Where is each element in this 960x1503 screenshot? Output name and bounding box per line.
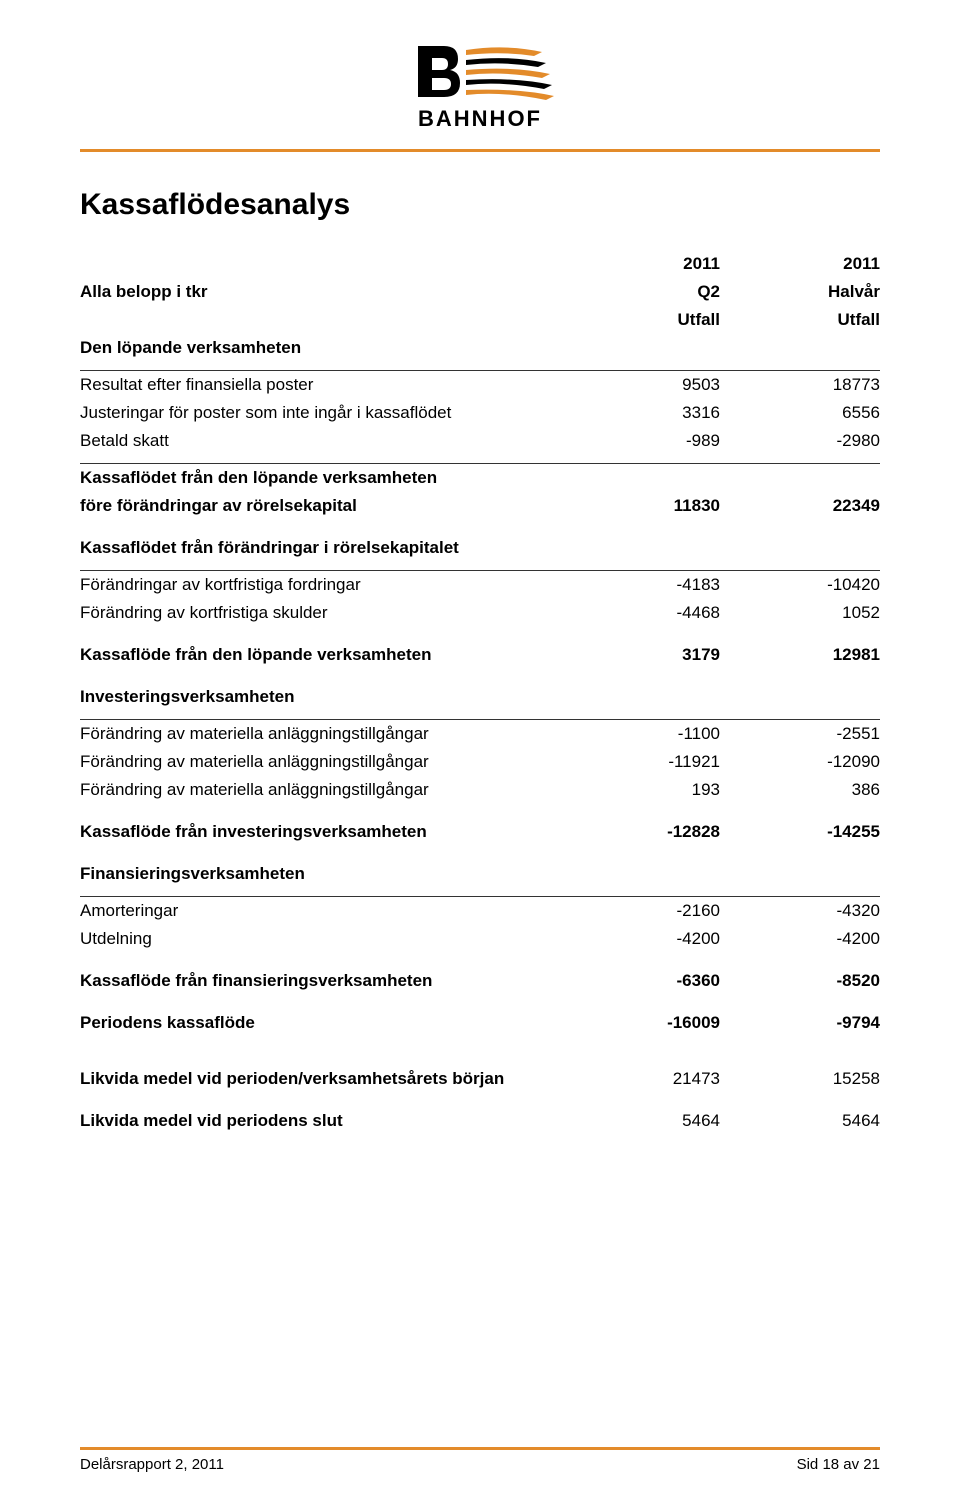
table-row: Kassaflöde från den löpande verksamheten… bbox=[80, 641, 880, 669]
row-value: 6556 bbox=[760, 399, 880, 427]
section-total-value: -6360 bbox=[600, 967, 720, 995]
period-label: Periodens kassaflöde bbox=[80, 1009, 600, 1037]
table-row: Utdelning -4200 -4200 bbox=[80, 925, 880, 953]
row-label: Förändring av kortfristiga skulder bbox=[80, 599, 600, 627]
section-total-value: -12828 bbox=[600, 818, 720, 846]
col1-period: Q2 bbox=[600, 278, 720, 306]
page-footer: Delårsrapport 2, 2011 Sid 18 av 21 bbox=[80, 1447, 880, 1473]
table-row: Kassaflöde från finansieringsverksamhete… bbox=[80, 967, 880, 995]
section-total-label: Kassaflöde från den löpande verksamheten bbox=[80, 641, 600, 669]
row-value: -4320 bbox=[760, 897, 880, 926]
table-row: Likvida medel vid periodens slut 5464 54… bbox=[80, 1107, 880, 1135]
table-row: Kassaflöde från investeringsverksamheten… bbox=[80, 818, 880, 846]
row-value: -10420 bbox=[760, 571, 880, 600]
row-label: Utdelning bbox=[80, 925, 600, 953]
liquid-start-value: 15258 bbox=[760, 1065, 880, 1093]
table-row: Kassaflödet från den löpande verksamhete… bbox=[80, 464, 880, 493]
row-label: Förändring av materiella anläggningstill… bbox=[80, 720, 600, 749]
row-label: Betald skatt bbox=[80, 427, 600, 455]
row-value: -2551 bbox=[760, 720, 880, 749]
table-row: Förändring av materiella anläggningstill… bbox=[80, 776, 880, 804]
table-row: Förändring av materiella anläggningstill… bbox=[80, 720, 880, 749]
col2-period: Halvår bbox=[760, 278, 880, 306]
section-total-value: 12981 bbox=[760, 641, 880, 669]
page-title: Kassaflödesanalys bbox=[80, 188, 880, 222]
logo-text: BAHNHOF bbox=[418, 106, 542, 131]
period-value: -16009 bbox=[600, 1009, 720, 1037]
liquid-start-label: Likvida medel vid perioden/verksamhetsår… bbox=[80, 1065, 600, 1093]
row-value: -2160 bbox=[600, 897, 720, 926]
table-row: Likvida medel vid perioden/verksamhetsår… bbox=[80, 1065, 880, 1093]
row-label: Amorteringar bbox=[80, 897, 600, 926]
section-total-value: -8520 bbox=[760, 967, 880, 995]
section-heading: Kassaflödet från förändringar i rörelsek… bbox=[80, 534, 600, 562]
section-total-label: Kassaflöde från investeringsverksamheten bbox=[80, 818, 600, 846]
footer-rule bbox=[80, 1447, 880, 1450]
table-row: Amorteringar -2160 -4320 bbox=[80, 897, 880, 926]
row-value: -4468 bbox=[600, 599, 720, 627]
row-label: Förändring av materiella anläggningstill… bbox=[80, 776, 600, 804]
footer-right: Sid 18 av 21 bbox=[797, 1456, 880, 1473]
header-rule bbox=[80, 149, 880, 152]
col2-utfall: Utfall bbox=[760, 306, 880, 334]
table-row: Förändring av kortfristiga skulder -4468… bbox=[80, 599, 880, 627]
table-row: Resultat efter finansiella poster 9503 1… bbox=[80, 371, 880, 400]
subtotal-label-b: före förändringar av rörelsekapital bbox=[80, 492, 600, 520]
row-value: 386 bbox=[760, 776, 880, 804]
subtotal-label-a: Kassaflödet från den löpande verksamhete… bbox=[80, 464, 600, 493]
row-value: 193 bbox=[600, 776, 720, 804]
section-heading: Investeringsverksamheten bbox=[80, 683, 600, 711]
table-row: Periodens kassaflöde -16009 -9794 bbox=[80, 1009, 880, 1037]
row-label: Resultat efter finansiella poster bbox=[80, 371, 600, 400]
section-heading: Finansieringsverksamheten bbox=[80, 860, 600, 888]
row-value: -11921 bbox=[600, 748, 720, 776]
liquid-start-value: 21473 bbox=[600, 1065, 720, 1093]
period-value: -9794 bbox=[760, 1009, 880, 1037]
subhead: Alla belopp i tkr bbox=[80, 278, 600, 306]
row-value: 9503 bbox=[600, 371, 720, 400]
row-value: -4183 bbox=[600, 571, 720, 600]
cashflow-table: 2011 2011 Alla belopp i tkr Q2 Halvår Ut… bbox=[80, 250, 880, 1135]
table-row: Förändringar av kortfristiga fordringar … bbox=[80, 571, 880, 600]
table-row: Förändring av materiella anläggningstill… bbox=[80, 748, 880, 776]
row-value: 18773 bbox=[760, 371, 880, 400]
liquid-end-label: Likvida medel vid periodens slut bbox=[80, 1107, 600, 1135]
table-row: Betald skatt -989 -2980 bbox=[80, 427, 880, 455]
liquid-end-value: 5464 bbox=[760, 1107, 880, 1135]
table-row: före förändringar av rörelsekapital 1183… bbox=[80, 492, 880, 520]
row-label: Justeringar för poster som inte ingår i … bbox=[80, 399, 600, 427]
section-total-value: -14255 bbox=[760, 818, 880, 846]
row-value: -4200 bbox=[760, 925, 880, 953]
row-value: 1052 bbox=[760, 599, 880, 627]
liquid-end-value: 5464 bbox=[600, 1107, 720, 1135]
bahnhof-logo-icon: BAHNHOF bbox=[370, 40, 590, 136]
col1-year: 2011 bbox=[600, 250, 720, 278]
footer-left: Delårsrapport 2, 2011 bbox=[80, 1456, 224, 1473]
section-total-label: Kassaflöde från finansieringsverksamhete… bbox=[80, 967, 600, 995]
col2-year: 2011 bbox=[760, 250, 880, 278]
row-value: 3316 bbox=[600, 399, 720, 427]
subtotal-value: 22349 bbox=[760, 492, 880, 520]
row-value: -2980 bbox=[760, 427, 880, 455]
row-value: -4200 bbox=[600, 925, 720, 953]
col1-utfall: Utfall bbox=[600, 306, 720, 334]
row-value: -12090 bbox=[760, 748, 880, 776]
table-row: Justeringar för poster som inte ingår i … bbox=[80, 399, 880, 427]
subtotal-value: 11830 bbox=[600, 492, 720, 520]
row-value: -1100 bbox=[600, 720, 720, 749]
logo: BAHNHOF bbox=[80, 40, 880, 141]
section-total-value: 3179 bbox=[600, 641, 720, 669]
section-heading: Den löpande verksamheten bbox=[80, 334, 600, 362]
row-label: Förändring av materiella anläggningstill… bbox=[80, 748, 600, 776]
row-value: -989 bbox=[600, 427, 720, 455]
row-label: Förändringar av kortfristiga fordringar bbox=[80, 571, 600, 600]
